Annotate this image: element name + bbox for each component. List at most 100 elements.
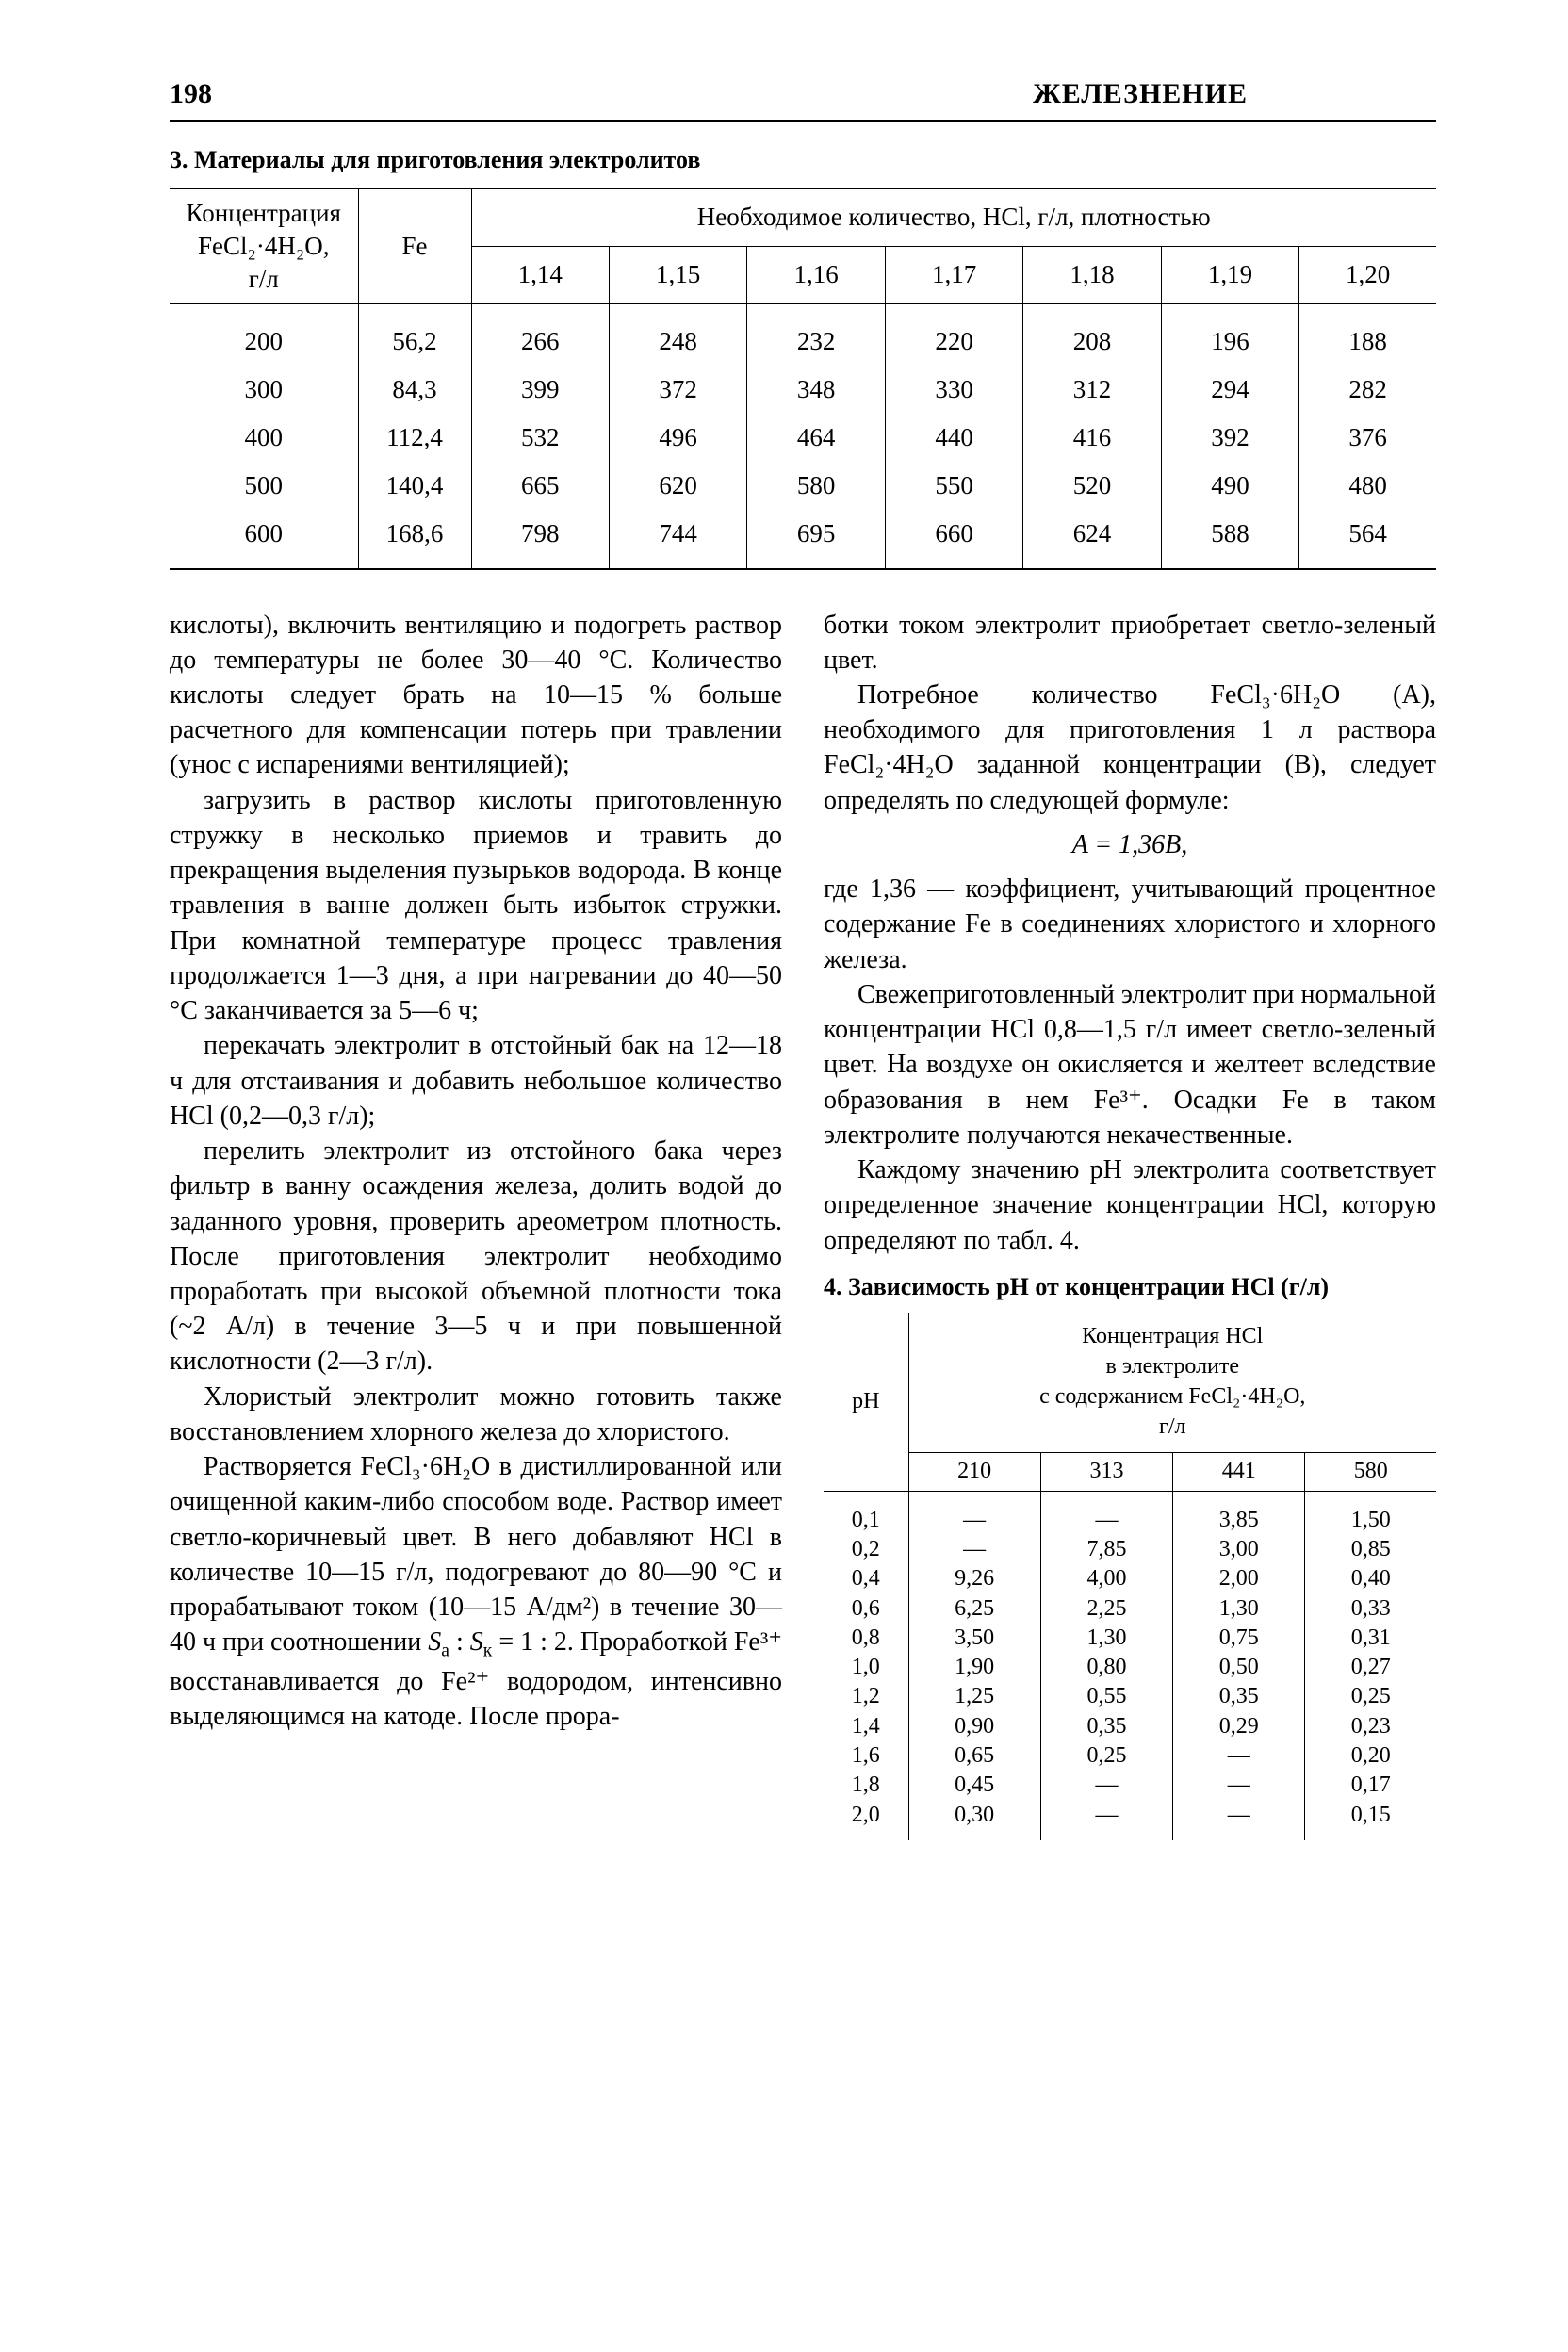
table-cell: 312 <box>1023 366 1161 414</box>
table-cell: 248 <box>609 304 746 367</box>
t3-fe-head: Fe <box>358 188 471 304</box>
table-cell: 266 <box>471 304 609 367</box>
table-cell: 2,0 <box>824 1801 908 1840</box>
t4-c1: 313 <box>1040 1452 1172 1491</box>
table-cell: 464 <box>747 414 885 462</box>
table-cell: 392 <box>1161 414 1298 462</box>
table-cell: 372 <box>609 366 746 414</box>
table-row: 1,60,650,25—0,20 <box>824 1741 1436 1771</box>
table-cell: 1,30 <box>1040 1624 1172 1653</box>
table-cell: 7,85 <box>1040 1535 1172 1564</box>
table-cell: 3,85 <box>1173 1491 1305 1535</box>
table-cell: 0,80 <box>1040 1653 1172 1682</box>
table-cell: — <box>1173 1741 1305 1771</box>
table-row: 1,80,45——0,17 <box>824 1771 1436 1800</box>
table-cell: 200 <box>170 304 358 367</box>
r-p4: Свежеприготовленный электролит при норма… <box>824 977 1436 1152</box>
t4-c2: 441 <box>1173 1452 1305 1491</box>
table-cell: 9,26 <box>908 1564 1040 1593</box>
table-cell: 112,4 <box>358 414 471 462</box>
table-cell: — <box>1040 1801 1172 1840</box>
table-cell: 0,15 <box>1305 1801 1436 1840</box>
table-cell: 798 <box>471 510 609 568</box>
table-cell: 0,17 <box>1305 1771 1436 1800</box>
table-cell: 744 <box>609 510 746 568</box>
table-cell: 1,90 <box>908 1653 1040 1682</box>
table-row: 2,00,30——0,15 <box>824 1801 1436 1840</box>
t4-c0: 210 <box>908 1452 1040 1491</box>
table-cell: 624 <box>1023 510 1161 568</box>
table-cell: 56,2 <box>358 304 471 367</box>
l-p6: Растворяется FeCl₃·6H₂O в дистиллированн… <box>170 1449 782 1734</box>
t3-c1-l1: Концентрация <box>187 199 341 227</box>
table-cell: — <box>908 1491 1040 1535</box>
table-cell: 0,8 <box>824 1624 908 1653</box>
table-cell: 620 <box>609 462 746 510</box>
table-cell: 1,0 <box>824 1653 908 1682</box>
table-cell: 0,2 <box>824 1535 908 1564</box>
table-cell: 564 <box>1299 510 1436 568</box>
table-cell: 0,25 <box>1305 1682 1436 1711</box>
table-cell: 440 <box>885 414 1022 462</box>
table-cell: 0,20 <box>1305 1741 1436 1771</box>
t3-d2: 1,16 <box>747 246 885 303</box>
table-cell: 84,3 <box>358 366 471 414</box>
l-p5: Хлористый электролит можно готовить такж… <box>170 1380 782 1449</box>
t3-d5: 1,19 <box>1161 246 1298 303</box>
table-cell: 0,85 <box>1305 1535 1436 1564</box>
t3-c1-l2: FeCl₂·4H₂O, <box>198 232 330 260</box>
table-cell: — <box>1040 1771 1172 1800</box>
l-p2: загрузить в раствор кислоты приготовленн… <box>170 783 782 1029</box>
table-row: 400112,4532496464440416392376 <box>170 414 1436 462</box>
table-cell: 588 <box>1161 510 1298 568</box>
l-p1: кислоты), включить вентиляцию и подогрет… <box>170 608 782 783</box>
table-cell: 0,23 <box>1305 1712 1436 1741</box>
left-column: кислоты), включить вентиляцию и подогрет… <box>170 608 782 1840</box>
table-cell: 0,75 <box>1173 1624 1305 1653</box>
table-cell: 1,25 <box>908 1682 1040 1711</box>
page-number: 198 <box>170 75 212 112</box>
table-cell: 695 <box>747 510 885 568</box>
table-cell: 399 <box>471 366 609 414</box>
r-p2: Потребное количество FeCl₃·6H₂O (A), нео… <box>824 678 1436 818</box>
l-p4: перелить электролит из отстойного бака ч… <box>170 1134 782 1380</box>
table-cell: 0,33 <box>1305 1594 1436 1624</box>
table-cell: 220 <box>885 304 1022 367</box>
table3: Концентрация FeCl₂·4H₂O, г/л Fe Необходи… <box>170 188 1436 570</box>
table-cell: 0,30 <box>908 1801 1040 1840</box>
table4-caption: 4. Зависимость pH от концентрации HCl (г… <box>824 1271 1436 1304</box>
formula: A = 1,36B, <box>824 827 1436 862</box>
t3-d6: 1,20 <box>1299 246 1436 303</box>
table-row: 0,49,264,002,000,40 <box>824 1564 1436 1593</box>
table-cell: 0,6 <box>824 1594 908 1624</box>
page-header: 198 ЖЕЛЕЗНЕНИЕ <box>170 75 1436 122</box>
table-cell: 0,25 <box>1040 1741 1172 1771</box>
table-cell: 665 <box>471 462 609 510</box>
table-cell: 500 <box>170 462 358 510</box>
t3-group-head: Необходимое количество, HCl, г/л, плотно… <box>471 188 1436 247</box>
table-cell: 0,27 <box>1305 1653 1436 1682</box>
table-cell: 188 <box>1299 304 1436 367</box>
table-cell: 0,35 <box>1173 1682 1305 1711</box>
t3-d3: 1,17 <box>885 246 1022 303</box>
l-p3: перекачать электролит в отстойный бак на… <box>170 1028 782 1134</box>
table-cell: 480 <box>1299 462 1436 510</box>
table-row: 0,2—7,853,000,85 <box>824 1535 1436 1564</box>
table-cell: 2,25 <box>1040 1594 1172 1624</box>
table-cell: 0,40 <box>1305 1564 1436 1593</box>
table-row: 30084,3399372348330312294282 <box>170 366 1436 414</box>
table-cell: 140,4 <box>358 462 471 510</box>
t4-group-head: Концентрация HCl в электролите с содержа… <box>908 1313 1436 1452</box>
t3-d1: 1,15 <box>609 246 746 303</box>
table-cell: 0,31 <box>1305 1624 1436 1653</box>
table-cell: 1,8 <box>824 1771 908 1800</box>
table-cell: 0,45 <box>908 1771 1040 1800</box>
table-cell: 196 <box>1161 304 1298 367</box>
table-cell: 300 <box>170 366 358 414</box>
right-column: ботки током электролит приобретает светл… <box>824 608 1436 1840</box>
table-cell: 1,50 <box>1305 1491 1436 1535</box>
r-p5: Каждому значению pH электролита соответс… <box>824 1152 1436 1258</box>
table-row: 1,21,250,550,350,25 <box>824 1682 1436 1711</box>
table-cell: 1,2 <box>824 1682 908 1711</box>
table-row: 0,1——3,851,50 <box>824 1491 1436 1535</box>
